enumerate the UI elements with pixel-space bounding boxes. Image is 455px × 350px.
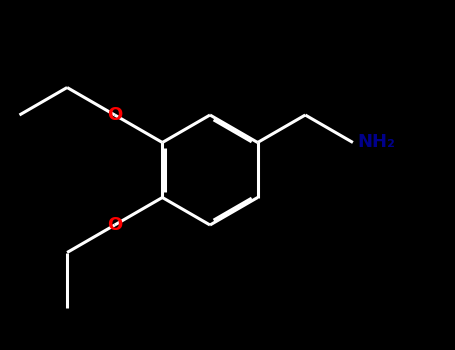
Text: O: O: [107, 106, 122, 124]
Text: NH₂: NH₂: [357, 133, 395, 152]
Text: O: O: [107, 216, 122, 234]
